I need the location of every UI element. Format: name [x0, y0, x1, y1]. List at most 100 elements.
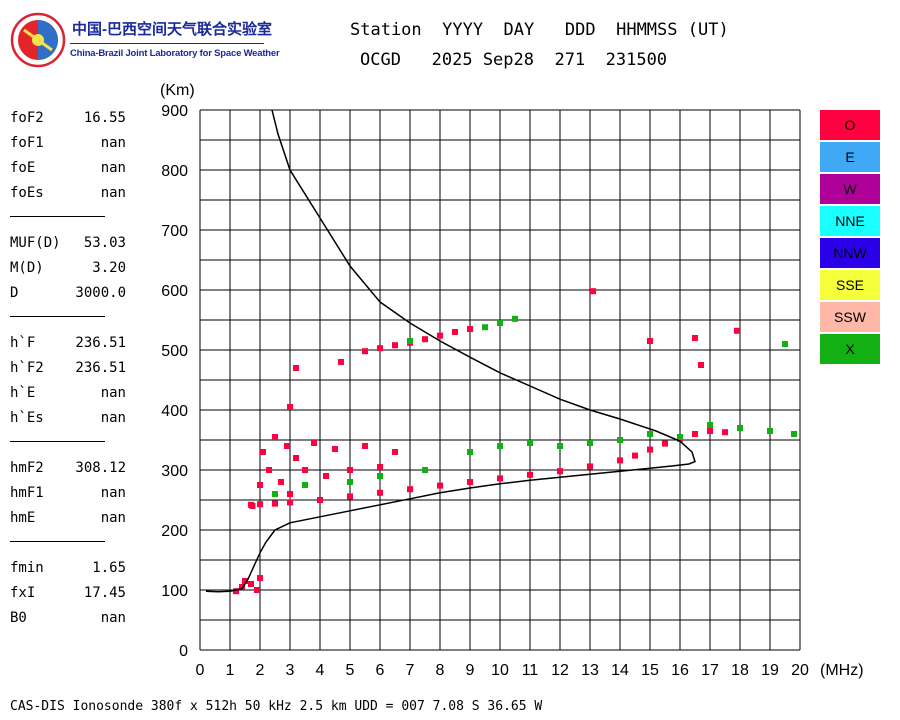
data-point: [392, 449, 398, 455]
data-point: [362, 348, 368, 355]
organization-name-en: China-Brazil Joint Laboratory for Space …: [70, 48, 280, 59]
data-point: [293, 365, 299, 371]
data-point: [302, 482, 308, 488]
legend-label: SSE: [836, 277, 864, 293]
data-point: [338, 359, 344, 365]
x-tick-label: 3: [286, 662, 295, 679]
data-point: [467, 326, 473, 332]
parameter-value: nan: [100, 385, 126, 401]
data-point: [497, 443, 503, 449]
y-tick-label: 100: [161, 583, 188, 600]
parameter-name: M(D): [10, 260, 44, 276]
legend-swatch: [820, 270, 880, 300]
data-point: [467, 449, 473, 455]
legend-label: E: [845, 149, 854, 165]
parameter-name: MUF(D): [10, 235, 61, 251]
parameter-row: M(D) 3.20: [10, 260, 140, 285]
parameter-value: nan: [100, 485, 126, 501]
parameter-value: 3.20: [92, 260, 126, 276]
x-tick-label: 8: [436, 662, 445, 679]
data-point: [272, 491, 278, 497]
data-point: [707, 428, 713, 434]
data-point: [647, 431, 653, 437]
organization-divider: [70, 43, 264, 44]
parameter-value: nan: [100, 510, 126, 526]
organization-name-cn: 中国-巴西空间天气联合实验室: [72, 21, 272, 38]
data-point: [698, 362, 704, 368]
parameter-row: hmE nan: [10, 510, 140, 535]
y-tick-label: 900: [161, 103, 188, 120]
parameter-row: h`Es nan: [10, 410, 140, 435]
legend-swatch: [820, 302, 880, 332]
data-point: [497, 320, 503, 326]
parameter-value: 16.55: [83, 110, 126, 126]
parameter-value: 1.65: [92, 560, 126, 576]
x-tick-label: 9: [466, 662, 475, 679]
y-tick-label: 400: [161, 403, 188, 420]
data-point: [767, 428, 773, 434]
profile-line: [205, 109, 696, 593]
separator-line: [10, 541, 105, 542]
parameter-value: nan: [100, 135, 126, 151]
data-point: [287, 491, 293, 497]
data-point: [632, 452, 638, 459]
parameter-name: hmF1: [10, 485, 44, 501]
data-point: [557, 443, 563, 449]
y-tick-label: 0: [179, 643, 188, 660]
x-tick-label: 15: [641, 662, 659, 679]
data-point: [260, 449, 266, 455]
data-point: [722, 429, 728, 436]
data-point: [278, 479, 284, 485]
legend-label: X: [845, 341, 855, 357]
parameter-row: foE nan: [10, 160, 140, 185]
parameter-row: hmF1 nan: [10, 485, 140, 510]
parameter-name: h`E: [10, 385, 36, 401]
data-point: [332, 446, 338, 452]
data-point: [452, 329, 458, 335]
parameter-row: h`E nan: [10, 385, 140, 410]
parameter-row: fxI 17.45: [10, 585, 140, 610]
data-point: [242, 578, 248, 584]
parameter-name: h`F2: [10, 360, 44, 376]
data-point: [287, 404, 293, 410]
parameter-value: 308.12: [75, 460, 126, 476]
data-point: [422, 336, 428, 343]
data-point: [734, 327, 740, 334]
y-tick-label: 200: [161, 523, 188, 540]
data-point: [362, 443, 368, 449]
data-point: [662, 440, 668, 447]
globe-logo-icon: [10, 12, 66, 68]
parameter-row: D 3000.0: [10, 285, 140, 310]
legend-swatch: [820, 334, 880, 364]
data-point: [257, 501, 263, 508]
parameter-value: nan: [100, 185, 126, 201]
data-point: [737, 425, 743, 431]
data-point: [272, 500, 278, 507]
organization-logo: 中国-巴西空间天气联合实验室 China-Brazil Joint Labora…: [10, 10, 280, 70]
x-tick-label: 14: [611, 662, 629, 679]
data-point: [590, 288, 596, 295]
parameter-separator: [10, 310, 140, 335]
x-tick-label: 17: [701, 662, 719, 679]
parameter-row: fmin 1.65: [10, 560, 140, 585]
data-point: [257, 482, 263, 488]
legend-swatch: [820, 174, 880, 204]
legend-label: SSW: [834, 309, 867, 325]
parameter-name: fmin: [10, 560, 44, 576]
parameter-row: foEs nan: [10, 185, 140, 210]
footer-info: CAS-DIS Ionosonde 380f x 512h 50 kHz 2.5…: [10, 699, 543, 714]
data-point: [239, 584, 245, 590]
data-point: [512, 315, 518, 322]
data-point: [248, 581, 254, 587]
parameter-row: h`F 236.51: [10, 335, 140, 360]
x-tick-label: 0: [196, 662, 205, 679]
x-tick-label: 7: [406, 662, 415, 679]
data-point: [377, 473, 383, 479]
data-point: [617, 437, 623, 443]
x-tick-label: 2: [256, 662, 265, 679]
separator-line: [10, 316, 105, 317]
legend-swatch: [820, 110, 880, 140]
parameter-value: 17.45: [83, 585, 126, 601]
parameter-row: h`F2 236.51: [10, 360, 140, 385]
parameter-separator: [10, 435, 140, 460]
